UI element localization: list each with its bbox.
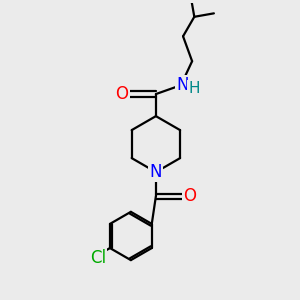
Text: Cl: Cl xyxy=(90,249,106,267)
Text: O: O xyxy=(183,187,196,205)
Text: H: H xyxy=(188,81,200,96)
Text: O: O xyxy=(116,85,128,103)
Text: N: N xyxy=(150,163,162,181)
Text: N: N xyxy=(176,76,189,94)
